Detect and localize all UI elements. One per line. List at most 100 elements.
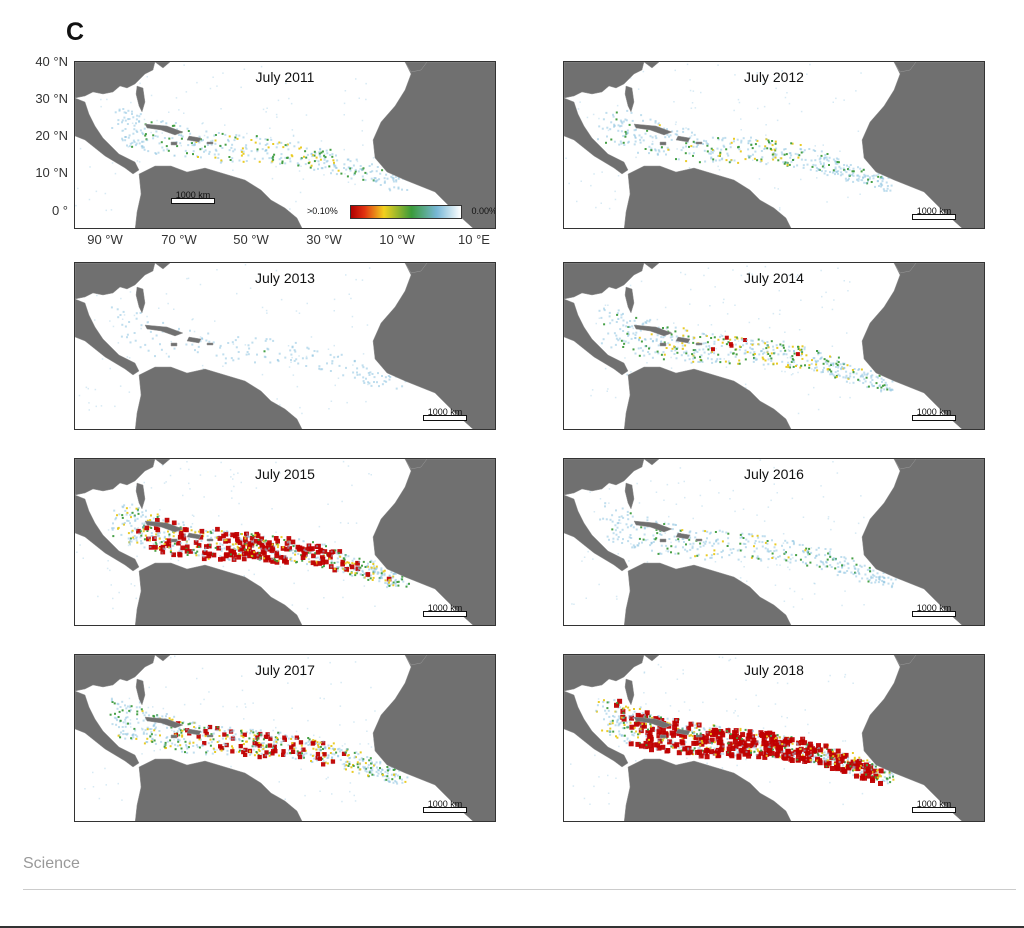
density-cell [376, 766, 378, 769]
density-cell [182, 521, 185, 524]
density-cell [325, 545, 327, 548]
density-cell [176, 145, 179, 148]
density-cell [788, 102, 791, 105]
density-cell [753, 351, 756, 354]
density-cell [656, 153, 659, 156]
density-cell [351, 484, 353, 487]
landmass [624, 85, 635, 113]
density-cell [722, 549, 724, 552]
island [170, 141, 178, 146]
density-cell [751, 343, 754, 346]
density-cell [372, 565, 375, 568]
density-cell [842, 362, 845, 365]
density-cell [243, 747, 248, 753]
density-cell [179, 729, 182, 732]
density-cell [650, 541, 653, 544]
density-cell [725, 343, 728, 346]
density-cell [396, 782, 399, 785]
density-cell [184, 527, 189, 533]
density-cell [275, 740, 278, 743]
density-cell [352, 764, 355, 767]
island [206, 538, 214, 542]
density-cell [727, 341, 730, 344]
density-cell [205, 753, 207, 756]
density-cell [864, 174, 867, 177]
density-cell [649, 747, 654, 753]
density-cell [143, 742, 146, 745]
density-cell [794, 152, 797, 155]
density-cell [693, 352, 696, 354]
density-cell [710, 554, 713, 557]
density-cell [742, 537, 745, 539]
density-cell [236, 545, 239, 548]
density-cell [357, 170, 360, 173]
density-cell [106, 567, 109, 570]
density-cell [294, 544, 296, 547]
density-cell [372, 572, 375, 575]
density-cell [628, 123, 631, 126]
density-cell [684, 329, 687, 332]
density-cell [271, 543, 274, 546]
density-cell [149, 735, 152, 738]
density-cell [116, 702, 119, 705]
density-cell [784, 148, 787, 150]
density-cell [204, 544, 209, 549]
density-cell [607, 304, 609, 306]
density-cell [889, 189, 892, 192]
density-cell [723, 145, 726, 148]
density-cell [367, 764, 370, 766]
density-cell [353, 360, 356, 363]
density-cell [113, 716, 116, 719]
density-cell [822, 164, 825, 167]
density-cell [388, 378, 391, 381]
density-cell [686, 63, 689, 66]
density-cell [136, 541, 139, 544]
density-cell [392, 178, 395, 181]
density-cell [618, 516, 621, 519]
density-cell [133, 124, 136, 127]
density-cell [630, 537, 633, 539]
density-cell [257, 280, 260, 282]
density-cell [691, 545, 694, 548]
density-cell [641, 712, 644, 715]
density-cell [380, 568, 383, 571]
density-cell [766, 341, 769, 343]
density-cell [621, 542, 624, 544]
density-cell [122, 108, 125, 110]
density-cell [233, 139, 236, 142]
density-cell [624, 135, 627, 138]
density-cell [705, 345, 708, 348]
density-cell [668, 343, 671, 346]
density-cell [202, 741, 207, 746]
density-cell [611, 514, 614, 517]
density-cell [141, 532, 144, 535]
density-cell [131, 113, 133, 115]
density-cell [857, 571, 860, 574]
density-cell [847, 756, 850, 759]
density-cell [608, 315, 611, 318]
density-cell [276, 549, 279, 552]
density-cell [78, 394, 81, 397]
scale-bar: 1000 km [421, 407, 469, 421]
density-cell [685, 160, 688, 163]
density-cell [806, 758, 812, 763]
density-cell [125, 111, 128, 114]
scale-bar-label: 1000 km [427, 407, 463, 417]
density-cell [335, 751, 338, 754]
density-cell [298, 312, 301, 314]
density-cell [198, 135, 201, 138]
density-cell [161, 120, 164, 123]
density-cell [687, 342, 690, 344]
density-cell [235, 134, 238, 137]
density-cell [299, 158, 302, 161]
density-cell [233, 558, 236, 561]
density-cell [126, 333, 129, 336]
density-cell [171, 137, 174, 140]
density-cell [171, 520, 177, 526]
density-cell [668, 515, 670, 518]
density-cell [768, 141, 770, 144]
density-cell [816, 359, 819, 362]
density-cell [749, 346, 752, 349]
density-cell [170, 547, 172, 550]
density-cell [256, 540, 262, 545]
